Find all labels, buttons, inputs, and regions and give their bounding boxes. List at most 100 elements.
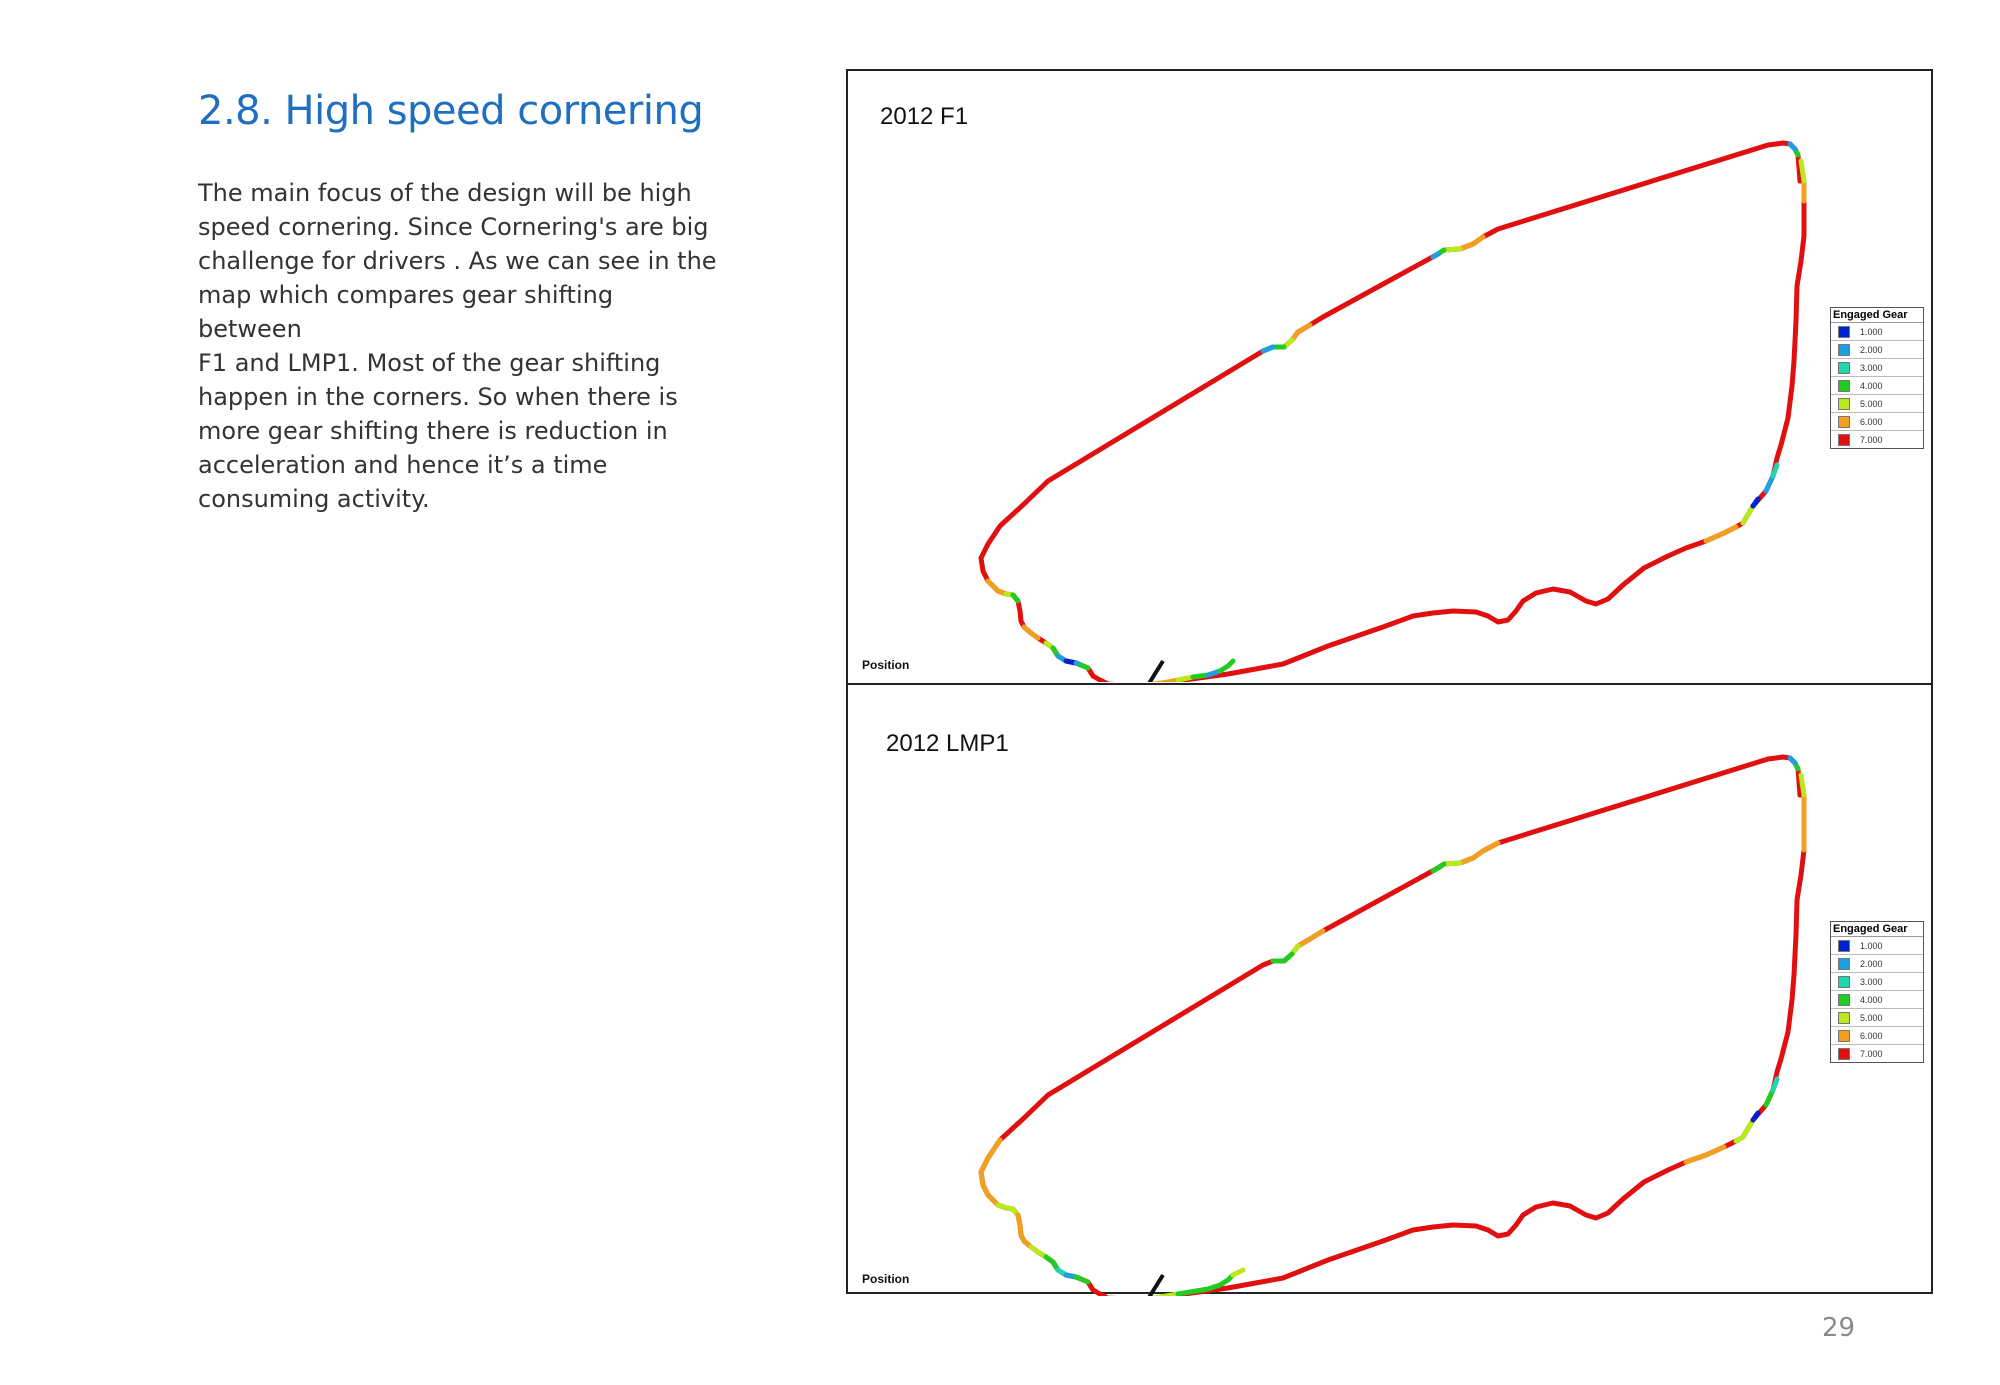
- track-segment: [985, 578, 1009, 597]
- track-segment: [1683, 1144, 1727, 1165]
- legend-label: 7.000: [1860, 434, 1883, 445]
- track-segment: [1175, 674, 1196, 682]
- legend-swatch: [1838, 361, 1850, 374]
- legend-swatch: [1838, 325, 1850, 338]
- track-segment: [1295, 928, 1326, 949]
- legend-item: 4.000: [1831, 991, 1923, 1009]
- lmp1-track-panel: 2012 LMP1 Position Engaged Gear 1.000 2.…: [848, 683, 1931, 1296]
- track-segment: [1441, 246, 1463, 253]
- legend-item: 2.000: [1831, 955, 1923, 973]
- track-segment: [1457, 234, 1486, 252]
- page-number: 29: [1822, 1313, 1856, 1343]
- track-segment: [1217, 658, 1236, 674]
- track-segment: [1015, 1212, 1034, 1250]
- track-segment: [1010, 592, 1021, 604]
- legend-label: 5.000: [1860, 1012, 1883, 1023]
- position-label: Position: [862, 658, 910, 672]
- legend-item: 6.000: [1831, 1027, 1923, 1045]
- track-segment: [1150, 1291, 1181, 1296]
- legend-label: 1.000: [1860, 940, 1883, 951]
- legend-label: 3.000: [1860, 362, 1883, 373]
- paragraph-line: happen in the corners. So when there is: [198, 383, 678, 411]
- engaged-gear-legend: Engaged Gear 1.000 2.000 3.000 4.000 5.0…: [1830, 921, 1924, 1063]
- track-segment: [1190, 672, 1211, 680]
- track-segment: [1787, 755, 1798, 766]
- legend-item: 4.000: [1831, 377, 1923, 395]
- paragraph-line: challenge for drivers . As we can see in…: [198, 247, 717, 275]
- f1-track-map: [978, 140, 1807, 682]
- track-segment: [1175, 1282, 1223, 1296]
- legend-label: 2.000: [1860, 344, 1883, 355]
- track-segment: [1270, 951, 1295, 964]
- legend-swatch: [1838, 397, 1850, 410]
- legend-label: 2.000: [1860, 958, 1883, 969]
- legend-swatch: [1838, 957, 1850, 970]
- track-segment: [1441, 860, 1463, 867]
- track-segment: [1260, 344, 1276, 354]
- lmp1-track-map: [978, 754, 1807, 1296]
- track-segment: [1430, 251, 1441, 260]
- panel-title: 2012 LMP1: [886, 730, 1009, 757]
- paragraph-line: consuming activity.: [198, 485, 430, 513]
- track-segment: [1021, 624, 1041, 641]
- legend-item: 5.000: [1831, 1009, 1923, 1027]
- track-segment: [1073, 1274, 1091, 1285]
- track-segment: [1750, 496, 1761, 509]
- legend-item: 1.000: [1831, 323, 1923, 341]
- legend-title: Engaged Gear: [1831, 308, 1923, 323]
- track-segment: [978, 1137, 1003, 1208]
- legend-label: 7.000: [1860, 1048, 1883, 1059]
- body-paragraph: The main focus of the design will be hig…: [198, 176, 718, 516]
- legend-swatch: [1838, 1011, 1850, 1024]
- legend-item: 2.000: [1831, 341, 1923, 359]
- legend-swatch: [1838, 379, 1850, 392]
- legend-label: 3.000: [1860, 976, 1883, 987]
- track-segment: [995, 1202, 1021, 1218]
- section-heading: 2.8. High speed cornering: [198, 88, 704, 134]
- track-segment: [1763, 1087, 1776, 1108]
- legend-swatch: [1838, 1029, 1850, 1042]
- track-segment: [1151, 677, 1181, 682]
- legend-item: 7.000: [1831, 431, 1923, 448]
- legend-item: 5.000: [1831, 395, 1923, 413]
- track-segment: [1230, 1267, 1246, 1278]
- start-finish-marker: [1147, 659, 1165, 682]
- position-label: Position: [862, 1272, 910, 1286]
- track-segment: [1289, 322, 1313, 343]
- legend-label: 4.000: [1860, 380, 1883, 391]
- paragraph-line: more gear shifting there is reduction in: [198, 417, 668, 445]
- legend-label: 6.000: [1860, 416, 1883, 427]
- legend-label: 6.000: [1860, 1030, 1883, 1041]
- track-segment: [1787, 141, 1798, 152]
- track-segment: [978, 140, 1807, 682]
- legend-item: 3.000: [1831, 973, 1923, 991]
- legend-swatch: [1838, 433, 1850, 446]
- legend-label: 5.000: [1860, 398, 1883, 409]
- f1-track-panel: 2012 F1 Position Engaged Gear 1.000 2.00…: [848, 71, 1931, 682]
- legend-item: 1.000: [1831, 937, 1923, 955]
- paragraph-line: acceleration and hence it’s a time: [198, 451, 608, 479]
- track-segment: [1740, 503, 1756, 526]
- track-segment: [1770, 1076, 1780, 1093]
- track-segment: [1798, 158, 1807, 184]
- legend-swatch: [1838, 415, 1850, 428]
- paragraph-line: F1 and LMP1. Most of the gear shifting: [198, 349, 661, 377]
- track-segment: [1733, 1117, 1756, 1144]
- legend-swatch: [1838, 343, 1850, 356]
- track-segment: [1703, 524, 1739, 544]
- legend-item: 7.000: [1831, 1045, 1923, 1062]
- legend-item: 3.000: [1831, 359, 1923, 377]
- track-segment: [1430, 861, 1447, 874]
- paragraph-line: The main focus of the design will be hig…: [198, 179, 692, 207]
- panel-title: 2012 F1: [880, 103, 969, 130]
- legend-swatch: [1838, 993, 1850, 1006]
- track-segment: [1763, 473, 1776, 494]
- paragraph-line: speed cornering. Since Cornering's are b…: [198, 213, 709, 241]
- track-segment: [1043, 1254, 1061, 1273]
- track-segment: [978, 754, 1807, 1296]
- paragraph-line: map which compares gear shifting between: [198, 281, 614, 343]
- legend-swatch: [1838, 975, 1850, 988]
- legend-swatch: [1838, 939, 1850, 952]
- track-segment: [1770, 462, 1780, 479]
- engaged-gear-legend: Engaged Gear 1.000 2.000 3.000 4.000 5.0…: [1830, 307, 1924, 449]
